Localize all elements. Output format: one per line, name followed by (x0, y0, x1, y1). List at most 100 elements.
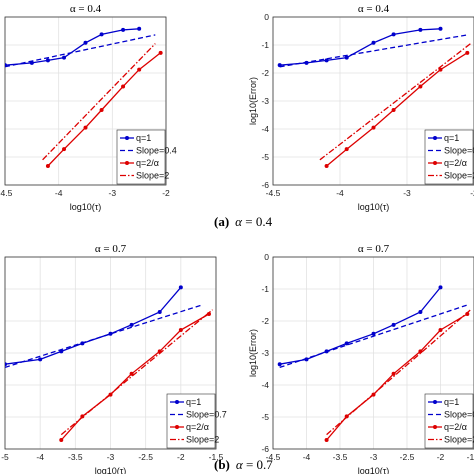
legend: q=1 Slope=0.4 q=2/α Slope=2 (424, 129, 474, 185)
data-point (45, 58, 50, 63)
legend-label: q=2/α (444, 422, 467, 432)
legend-label: Slope=0.7 (444, 410, 474, 420)
caption-a-text: = 0.4 (245, 214, 273, 229)
data-point (137, 26, 142, 31)
series-line-1 (279, 286, 442, 365)
legend-marker (433, 136, 437, 140)
data-point (62, 147, 67, 152)
y-tick-label: -5 (261, 152, 269, 162)
legend-marker (125, 161, 129, 165)
plot-frame (4, 16, 167, 186)
x-tick-label: -2 (177, 452, 185, 462)
plot-frame (4, 256, 217, 450)
data-point (344, 341, 349, 346)
data-point (324, 438, 329, 443)
x-tick-label: -3 (370, 452, 378, 462)
data-point (418, 310, 423, 315)
data-point (5, 362, 7, 367)
x-tick-label: -4 (336, 188, 344, 198)
data-point (62, 55, 67, 60)
chart-panel-4: α = 0.7 -4.5 -4 -3.5 -3 -2.5 -2 -1.5 -6 -5 -4 -3 -2 -… (248, 243, 474, 474)
data-point (438, 285, 443, 290)
y-tick-label: -1 (261, 40, 269, 50)
series-line-1 (5, 28, 140, 66)
legend-label: Slope=0.4 (136, 146, 177, 156)
y-tick-label: -2 (261, 68, 269, 78)
y-tick-label: -6 (261, 180, 269, 190)
legend-label: Slope=2 (136, 171, 169, 181)
legend-marker (175, 400, 179, 404)
series-line-2 (279, 34, 468, 68)
legend-label: Slope=2 (444, 171, 474, 181)
legend-marker (175, 425, 179, 429)
x-tick-label: -4 (55, 188, 63, 198)
data-point (344, 147, 349, 152)
data-point (438, 327, 443, 332)
data-point (108, 331, 113, 336)
legend-label: q=2/α (136, 158, 159, 168)
data-point (391, 371, 396, 376)
chart-title: α = 0.4 (358, 3, 390, 15)
y-tick-label: -4 (261, 124, 269, 134)
chart-title: α = 0.7 (95, 243, 127, 255)
y-axis-label: log10(Error) (248, 329, 258, 377)
data-point (324, 58, 329, 63)
data-point (158, 50, 163, 55)
x-axis-label: log10(τ) (70, 202, 102, 212)
data-point (418, 27, 423, 32)
data-point (157, 310, 162, 315)
data-point (83, 40, 88, 45)
data-point (418, 349, 423, 354)
data-point (391, 107, 396, 112)
x-tick-label: -4.5 (266, 452, 281, 462)
legend: q=1 Slope=0.4 q=2/α Slope=2 (116, 129, 177, 185)
data-point (344, 55, 349, 60)
data-point (324, 163, 329, 168)
legend: q=1 Slope=0.7 q=2/α Slope=2 (424, 393, 474, 449)
series-line-4 (60, 309, 213, 436)
series-line-1 (5, 286, 182, 365)
data-point (99, 32, 104, 37)
legend-marker (433, 425, 437, 429)
data-point (438, 67, 443, 72)
data-point (38, 357, 43, 362)
legend-label: q=2/α (444, 158, 467, 168)
caption-a-tag: (a) (214, 214, 230, 229)
series-line-2 (5, 304, 203, 369)
data-point (45, 163, 50, 168)
data-point (391, 32, 396, 37)
data-point (418, 84, 423, 89)
y-tick-label: -3 (261, 348, 269, 358)
chart-panel-1: α = 0.4 -4.5 -4 -3 -2 log10(τ) q=1 Slope=0.4 q=2… (0, 3, 177, 212)
chart-panel-2: α = 0.4 -4.5 -4 -3 -2 -6 -5 -4 -3 -2 -1 0 log10(τ) lo… (248, 3, 474, 212)
plot-frame (272, 256, 474, 450)
legend-label: q=1 (444, 397, 459, 407)
x-axis-label: log10(τ) (95, 466, 127, 474)
x-tick-label: -2 (162, 188, 170, 198)
y-tick-label: -3 (261, 96, 269, 106)
y-tick-label: -2 (261, 316, 269, 326)
legend-marker (125, 136, 129, 140)
x-axis-label: log10(τ) (358, 202, 390, 212)
x-tick-label: -4 (36, 452, 44, 462)
data-point (371, 331, 376, 336)
caption-b: (b) α = 0.7 (214, 457, 273, 473)
plot-area (5, 285, 213, 443)
data-point (371, 40, 376, 45)
series-line-4 (326, 309, 472, 436)
caption-b-tag: (b) (214, 457, 230, 472)
x-tick-label: -2 (470, 188, 474, 198)
data-point (206, 311, 211, 316)
x-tick-label: -1.5 (209, 452, 224, 462)
data-point (59, 438, 64, 443)
plot-area (5, 26, 163, 168)
plot-area (277, 285, 472, 443)
chart-panel-3: α = 0.7 -5 -4 -3.5 -3 -2.5 -2 -1.5 log10(τ) q=1 Sl… (1, 243, 227, 474)
data-point (137, 67, 142, 72)
legend-label: Slope=0.4 (444, 146, 474, 156)
legend-label: q=1 (186, 397, 201, 407)
data-point (438, 26, 443, 31)
legend-label: Slope=0.7 (186, 410, 227, 420)
data-point (129, 371, 134, 376)
